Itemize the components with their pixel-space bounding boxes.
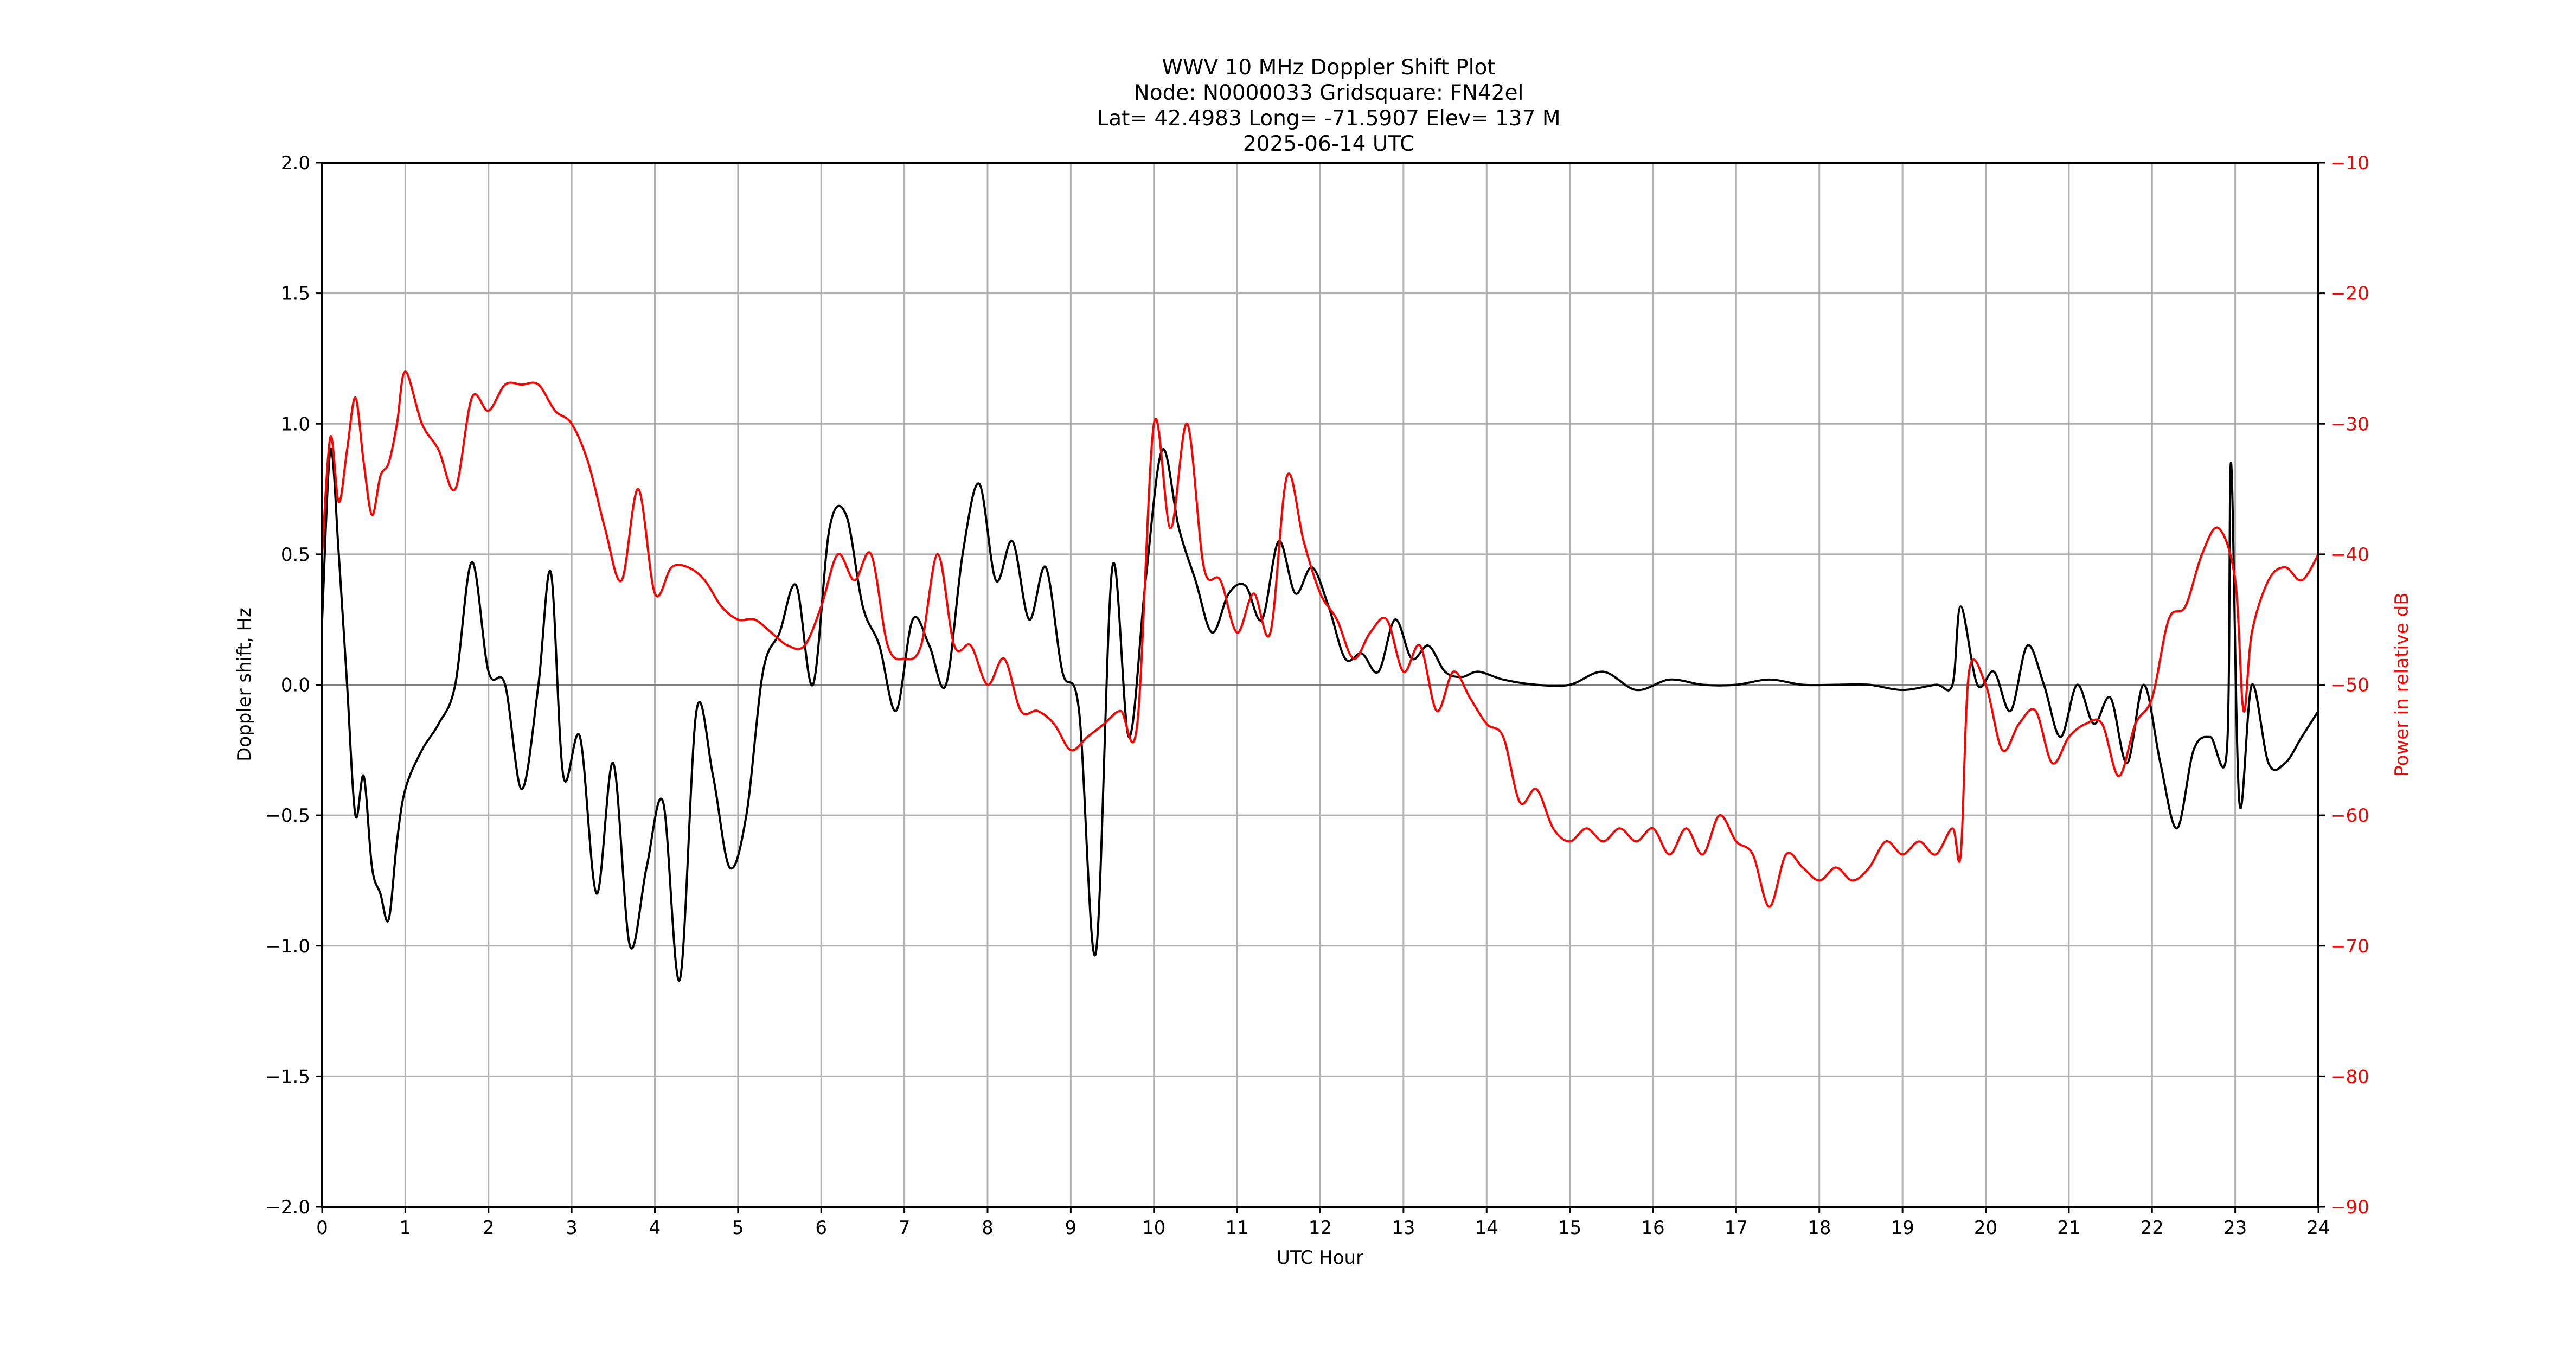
- x-tick-label: 11: [1225, 1217, 1248, 1239]
- y2-tick-label: −10: [2330, 152, 2369, 174]
- x-tick-label: 23: [2223, 1217, 2247, 1239]
- x-tick-label: 20: [1974, 1217, 1997, 1239]
- y2-tick-label: −20: [2330, 283, 2369, 305]
- x-tick-label: 22: [2141, 1217, 2164, 1239]
- x-tick-label: 19: [1891, 1217, 1914, 1239]
- title-line-4: 2025-06-14 UTC: [1243, 132, 1414, 156]
- x-tick-label: 13: [1392, 1217, 1415, 1239]
- x-tick-label: 12: [1309, 1217, 1332, 1239]
- data-series: [322, 370, 2318, 982]
- y-tick-label: 1.5: [281, 283, 310, 305]
- x-tick-label: 3: [566, 1217, 578, 1239]
- x-tick-label: 6: [815, 1217, 827, 1239]
- y-tick-label: −2.0: [265, 1197, 310, 1218]
- y2-tick-label: −70: [2330, 936, 2369, 957]
- x-tick-label: 14: [1475, 1217, 1498, 1239]
- x-tick-label: 7: [899, 1217, 911, 1239]
- y-axis-ticks: 2.0 1.5 1.0 0.5 0.0 −0.5 −1.0 −1.5 −2.0: [265, 152, 322, 1218]
- x-tick-label: 24: [2306, 1217, 2330, 1239]
- y2-axis-ticks: −10 −20 −30 −40 −50 −60 −70 −80 −90: [2318, 152, 2369, 1218]
- x-tick-label: 9: [1065, 1217, 1077, 1239]
- doppler-line: [322, 447, 2318, 982]
- y2-tick-label: −50: [2330, 675, 2369, 696]
- y2-tick-label: −60: [2330, 805, 2369, 827]
- x-tick-label: 8: [982, 1217, 994, 1239]
- y-tick-label: 2.0: [281, 152, 310, 174]
- x-tick-label: 17: [1725, 1217, 1748, 1239]
- y-tick-label: 0.5: [281, 544, 310, 566]
- y2-tick-label: −30: [2330, 413, 2369, 435]
- title-line-2: Node: N0000033 Gridsquare: FN42el: [1134, 81, 1524, 105]
- x-tick-label: 18: [1808, 1217, 1831, 1239]
- y2-tick-label: −80: [2330, 1066, 2369, 1088]
- x-axis-ticks: 0 1 2 3 4 5 6 7 8 9 10 11 12 13 14 15 16 17 18 19 20 21 22 23 24: [316, 1207, 2330, 1239]
- x-tick-label: 2: [483, 1217, 495, 1239]
- y-tick-label: 1.0: [281, 413, 310, 435]
- y-tick-label: 0.0: [281, 675, 310, 696]
- y-tick-label: −1.5: [265, 1066, 310, 1088]
- y-tick-label: −0.5: [265, 805, 310, 827]
- x-tick-label: 21: [2057, 1217, 2080, 1239]
- x-tick-label: 15: [1558, 1217, 1581, 1239]
- x-tick-label: 5: [732, 1217, 744, 1239]
- x-tick-label: 4: [649, 1217, 661, 1239]
- x-tick-label: 10: [1142, 1217, 1165, 1239]
- y-tick-label: −1.0: [265, 936, 310, 957]
- chart-title: WWV 10 MHz Doppler Shift Plot Node: N000…: [1097, 55, 1561, 156]
- y2-tick-label: −90: [2330, 1197, 2369, 1218]
- power-line: [322, 370, 2318, 908]
- y2-axis-label: Power in relative dB: [2391, 592, 2413, 776]
- x-tick-label: 1: [400, 1217, 412, 1239]
- x-tick-label: 0: [316, 1217, 328, 1239]
- title-line-3: Lat= 42.4983 Long= -71.5907 Elev= 137 M: [1097, 106, 1561, 131]
- x-axis-label: UTC Hour: [1277, 1247, 1363, 1269]
- x-tick-label: 16: [1641, 1217, 1664, 1239]
- y2-tick-label: −40: [2330, 544, 2369, 566]
- y-axis-label: Doppler shift, Hz: [234, 607, 255, 762]
- title-line-1: WWV 10 MHz Doppler Shift Plot: [1162, 55, 1495, 80]
